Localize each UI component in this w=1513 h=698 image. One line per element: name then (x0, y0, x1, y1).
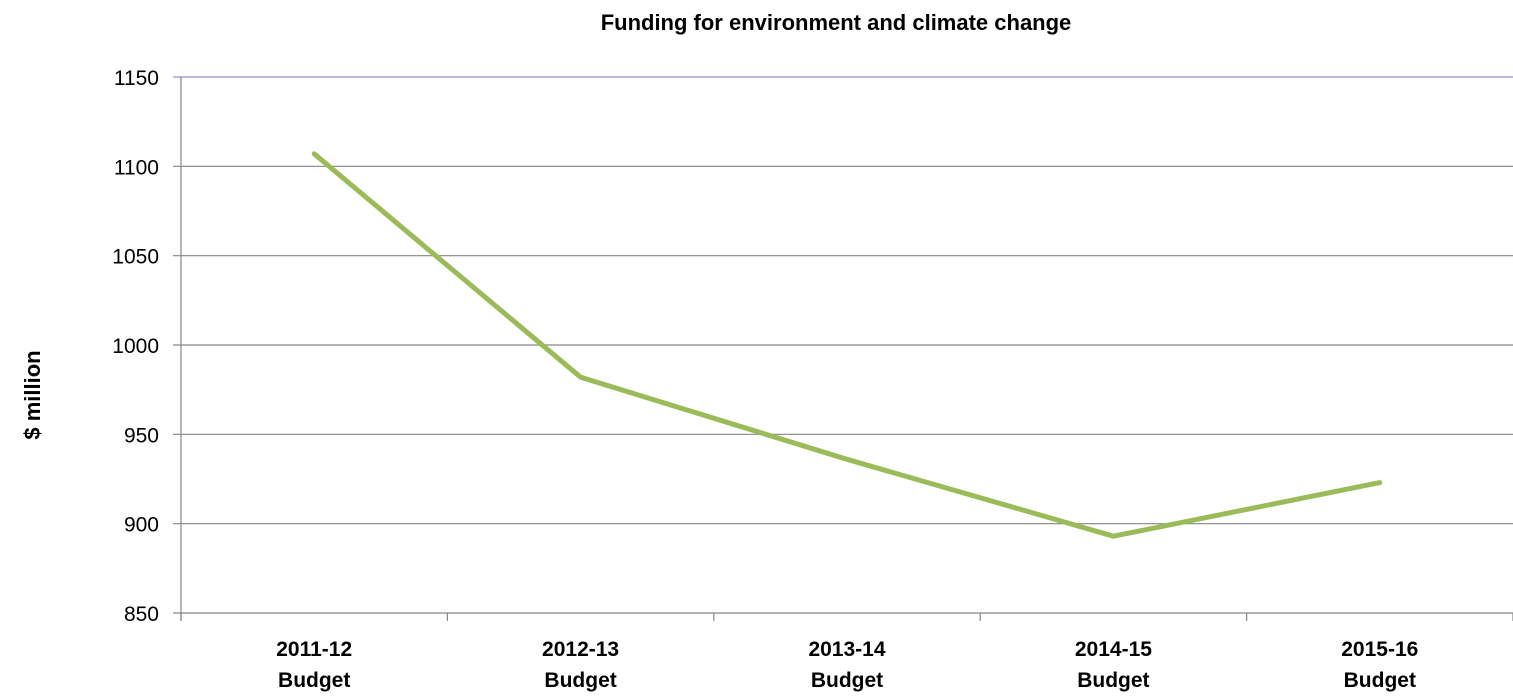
y-tick-label: 1150 (114, 67, 159, 90)
axes (181, 77, 1513, 621)
y-axis-title: $ million (20, 350, 45, 439)
x-tick-label: Budget (811, 669, 883, 692)
x-tick-label: 2015-16 (1341, 638, 1418, 661)
x-tick-label: Budget (1344, 669, 1416, 692)
y-tick-label: 850 (124, 603, 159, 626)
chart-title: Funding for environment and climate chan… (601, 10, 1072, 35)
x-tick-label: Budget (1077, 669, 1149, 692)
gridlines (173, 77, 1513, 613)
x-tick-label: Budget (544, 669, 616, 692)
x-tick-label: 2011-12 (276, 638, 352, 661)
tick-labels: 850 900 950 1000 1050 1100 1150 2011-12 Budget 20… (112, 67, 1418, 692)
x-tick-label: 2013-14 (808, 638, 885, 661)
y-tick-label: 1050 (112, 246, 159, 269)
y-tick-label: 1100 (114, 156, 159, 179)
y-tick-label: 950 (124, 424, 159, 447)
x-tick-label: 2014-15 (1075, 638, 1152, 661)
x-tick-label: 2012-13 (542, 638, 619, 661)
y-tick-label: 1000 (112, 335, 159, 358)
x-tick-label: Budget (278, 669, 350, 692)
y-tick-label: 900 (124, 514, 159, 537)
